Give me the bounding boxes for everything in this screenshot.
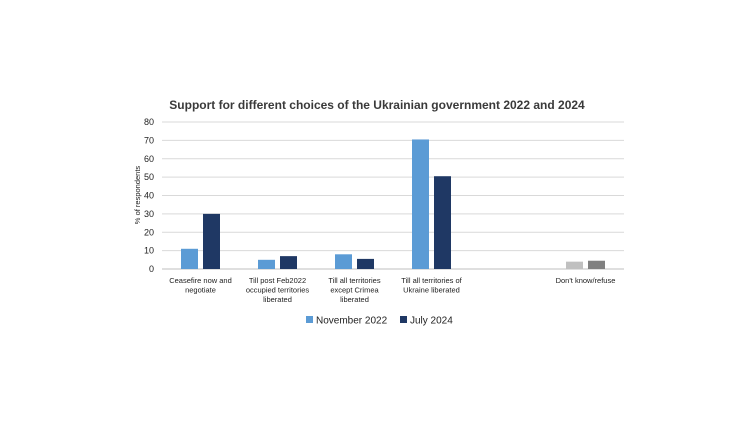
legend-label: July 2024 bbox=[410, 316, 453, 327]
y-axis-ticks: 0 10 20 30 40 50 60 70 80 bbox=[144, 117, 154, 274]
y-tick-label: 60 bbox=[144, 154, 154, 164]
bar-november-2022 bbox=[335, 254, 352, 269]
y-tick-label: 80 bbox=[144, 117, 154, 127]
category-label: Till all territories bbox=[328, 276, 380, 285]
bar-november-2022 bbox=[566, 261, 583, 269]
bar-november-2022 bbox=[181, 248, 198, 269]
legend: November 2022 July 2024 bbox=[306, 316, 453, 327]
category-label: liberated bbox=[340, 295, 369, 304]
y-tick-label: 20 bbox=[144, 227, 154, 237]
legend-swatch bbox=[400, 316, 407, 323]
category-label: negotiate bbox=[185, 286, 216, 295]
bar-july-2024 bbox=[357, 258, 374, 269]
y-tick-label: 70 bbox=[144, 135, 154, 145]
bar-july-2024 bbox=[203, 213, 220, 269]
bar-july-2024 bbox=[588, 260, 605, 269]
category-label: occupied territories bbox=[246, 286, 310, 295]
y-tick-label: 50 bbox=[144, 172, 154, 182]
category-label: Till all territories of bbox=[401, 276, 462, 285]
bar-july-2024 bbox=[280, 256, 297, 269]
bar-november-2022 bbox=[412, 139, 429, 269]
y-tick-label: 30 bbox=[144, 209, 154, 219]
category-label: except Crimea bbox=[330, 286, 379, 295]
gridlines bbox=[162, 121, 624, 270]
bar-november-2022 bbox=[258, 259, 275, 269]
category-label: liberated bbox=[263, 295, 292, 304]
y-tick-label: 10 bbox=[144, 246, 154, 256]
category-label: Don't know/refuse bbox=[556, 276, 616, 285]
category-label: Till post Feb2022 bbox=[249, 276, 306, 285]
y-tick-label: 0 bbox=[149, 264, 154, 274]
bar-july-2024 bbox=[434, 176, 451, 269]
category-label: Ukraine liberated bbox=[403, 286, 460, 295]
bars bbox=[181, 139, 605, 269]
y-tick-label: 40 bbox=[144, 191, 154, 201]
y-axis-label: % of respondents bbox=[133, 166, 142, 225]
legend-label: November 2022 bbox=[316, 316, 388, 327]
category-label: Ceasefire now and bbox=[169, 276, 232, 285]
chart-title: Support for different choices of the Ukr… bbox=[169, 98, 585, 112]
legend-swatch bbox=[306, 316, 313, 323]
